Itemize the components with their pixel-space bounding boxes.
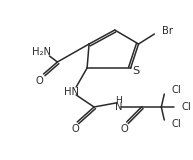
Text: Cl: Cl [171, 85, 181, 95]
Text: H₂N: H₂N [32, 47, 51, 57]
Text: O: O [36, 76, 43, 86]
Text: Cl: Cl [171, 119, 181, 129]
Text: H: H [115, 96, 122, 104]
Text: Br: Br [162, 26, 173, 36]
Text: N: N [115, 102, 123, 112]
Text: Cl: Cl [181, 102, 191, 112]
Text: O: O [121, 124, 129, 134]
Text: S: S [132, 66, 139, 76]
Text: HN: HN [64, 87, 79, 97]
Text: O: O [71, 124, 79, 134]
